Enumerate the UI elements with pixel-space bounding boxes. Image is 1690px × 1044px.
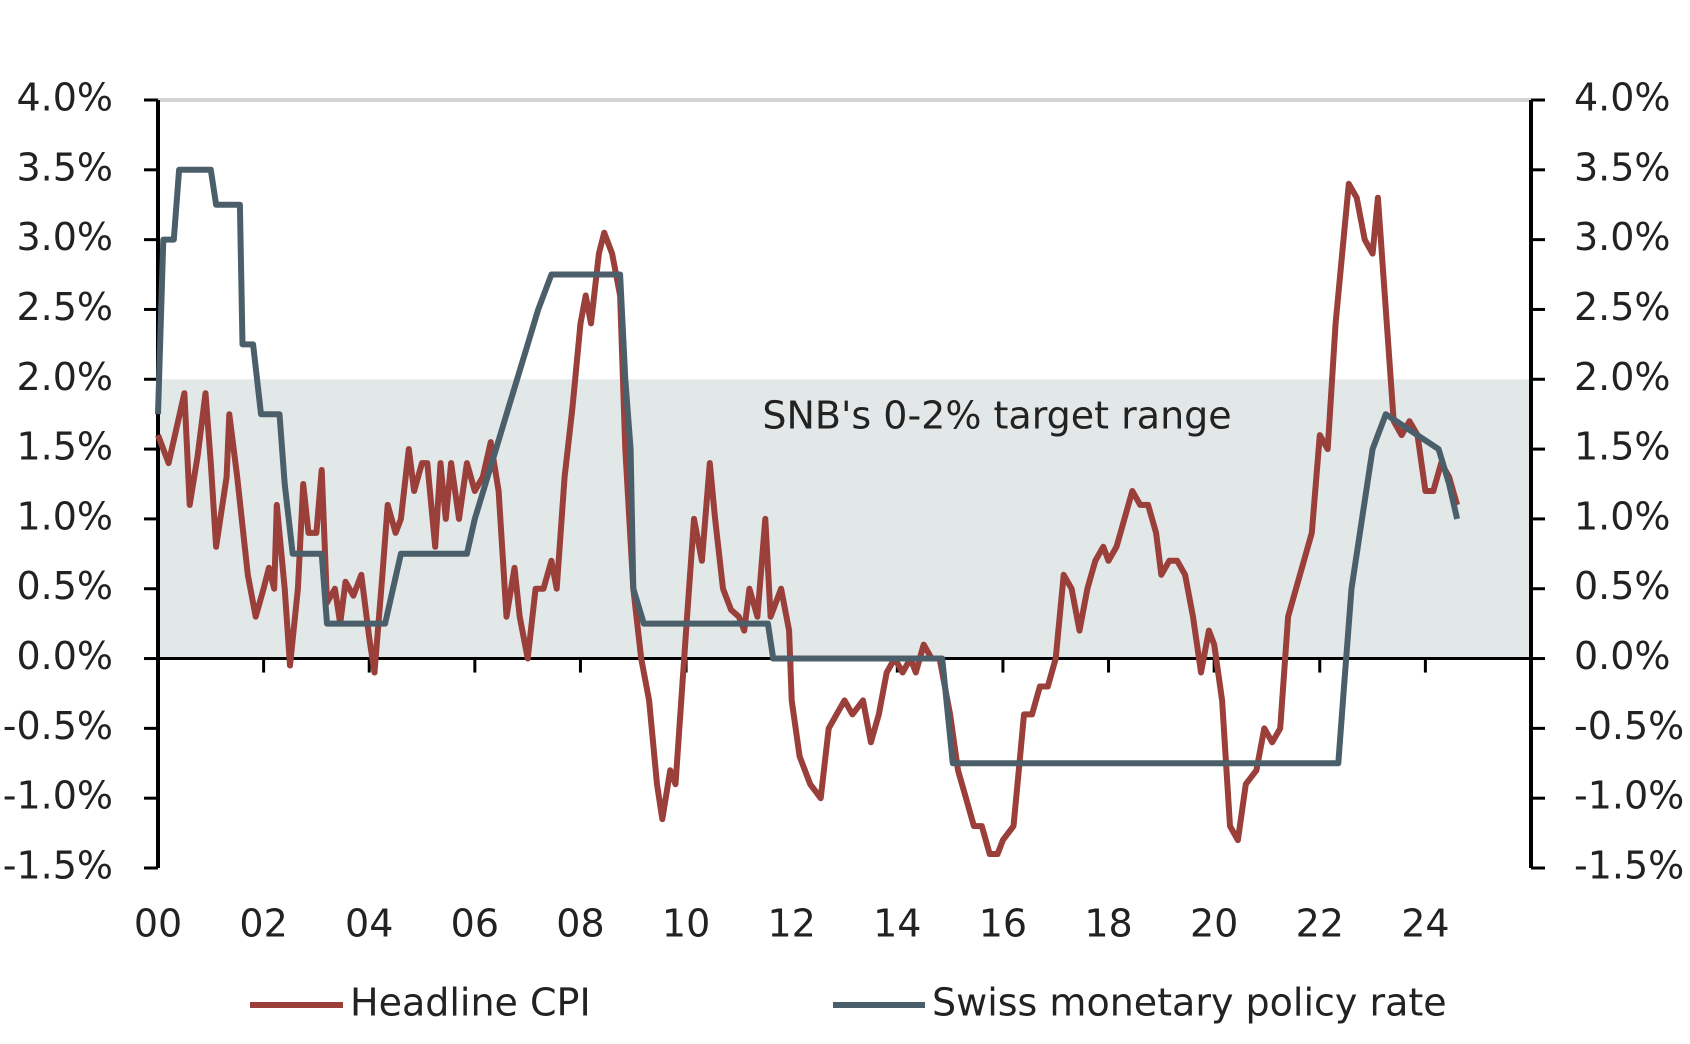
legend-label: Headline CPI (350, 981, 591, 1025)
y-tick-label: 0.5% (16, 564, 113, 608)
y2-tick-label: 1.0% (1574, 494, 1671, 538)
x-tick-label: 04 (345, 902, 393, 946)
y2-tick-label: -1.0% (1574, 774, 1684, 818)
x-tick-label: 24 (1401, 902, 1449, 946)
y2-tick-label: 1.5% (1574, 425, 1671, 469)
x-tick-label: 00 (134, 902, 182, 946)
band-annotation: SNB's 0-2% target range (762, 394, 1231, 438)
x-tick-label: 06 (451, 902, 499, 946)
y2-tick-label: -1.5% (1574, 844, 1684, 888)
y-tick-label: -0.5% (3, 704, 113, 748)
y2-tick-label: -0.5% (1574, 704, 1684, 748)
y-tick-label: 2.0% (16, 355, 113, 399)
x-tick-label: 20 (1190, 902, 1238, 946)
y-tick-label: -1.0% (3, 774, 113, 818)
y2-tick-label: 3.0% (1574, 215, 1671, 259)
x-tick-label: 10 (662, 902, 710, 946)
y-tick-label: 0.0% (16, 634, 113, 678)
series-line (155, 166, 1461, 767)
y-tick-label: 1.0% (16, 494, 113, 538)
y-tick-label: 4.0% (16, 76, 113, 120)
y2-tick-label: 4.0% (1574, 76, 1671, 120)
y-tick-label: 2.5% (16, 285, 113, 329)
x-tick-label: 22 (1296, 902, 1344, 946)
y2-tick-label: 2.0% (1574, 355, 1671, 399)
x-tick-label: 16 (979, 902, 1027, 946)
y-tick-label: 3.5% (16, 145, 113, 189)
series-line (155, 180, 1460, 857)
legend-label: Swiss monetary policy rate (932, 981, 1447, 1025)
x-tick-label: 14 (873, 902, 921, 946)
x-tick-label: 18 (1084, 902, 1132, 946)
y2-tick-label: 3.5% (1574, 145, 1671, 189)
y2-tick-label: 2.5% (1574, 285, 1671, 329)
y-tick-label: 3.0% (16, 215, 113, 259)
x-tick-label: 12 (768, 902, 816, 946)
y2-tick-label: 0.5% (1574, 564, 1671, 608)
y-tick-label: -1.5% (3, 844, 113, 888)
y2-tick-label: 0.0% (1574, 634, 1671, 678)
x-tick-label: 08 (556, 902, 604, 946)
y-tick-label: 1.5% (16, 425, 113, 469)
x-tick-label: 02 (239, 902, 287, 946)
